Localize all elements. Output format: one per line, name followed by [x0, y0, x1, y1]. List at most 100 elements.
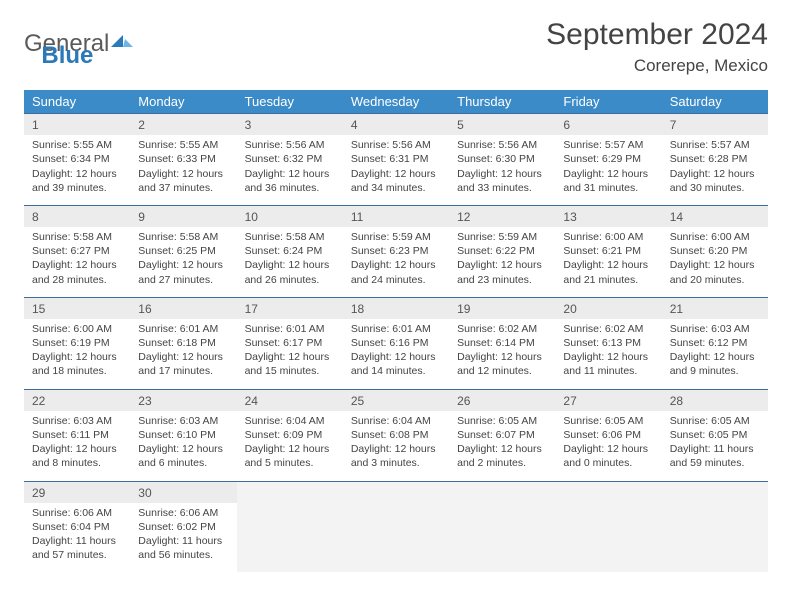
day-number-cell: 28 [662, 389, 768, 411]
sunset-text: Sunset: 6:07 PM [457, 428, 547, 442]
day-content-cell: Sunrise: 6:00 AMSunset: 6:19 PMDaylight:… [24, 319, 130, 389]
day-content-cell: Sunrise: 6:06 AMSunset: 6:04 PMDaylight:… [24, 503, 130, 573]
sunset-text: Sunset: 6:19 PM [32, 336, 122, 350]
daylight-text-1: Daylight: 12 hours [138, 442, 228, 456]
sunset-text: Sunset: 6:05 PM [670, 428, 760, 442]
daylight-text-1: Daylight: 12 hours [563, 350, 653, 364]
day-number-cell: 26 [449, 389, 555, 411]
sunrise-text: Sunrise: 6:01 AM [138, 322, 228, 336]
day-number-cell: 19 [449, 297, 555, 319]
daylight-text-1: Daylight: 12 hours [457, 167, 547, 181]
day-number-cell [343, 481, 449, 503]
sunrise-text: Sunrise: 6:06 AM [32, 506, 122, 520]
daylight-text-2: and 34 minutes. [351, 181, 441, 195]
daynum-row: 2930 [24, 481, 768, 503]
daylight-text-1: Daylight: 12 hours [563, 442, 653, 456]
day-content-cell [555, 503, 661, 573]
daylight-text-1: Daylight: 12 hours [670, 167, 760, 181]
daylight-text-2: and 3 minutes. [351, 456, 441, 470]
day-number-cell: 17 [237, 297, 343, 319]
title-block: September 2024 Corerepe, Mexico [546, 18, 768, 86]
daylight-text-2: and 18 minutes. [32, 364, 122, 378]
daylight-text-1: Daylight: 12 hours [457, 258, 547, 272]
sunrise-text: Sunrise: 5:59 AM [351, 230, 441, 244]
day-content-cell: Sunrise: 6:04 AMSunset: 6:08 PMDaylight:… [343, 411, 449, 481]
daylight-text-1: Daylight: 12 hours [32, 442, 122, 456]
sunrise-text: Sunrise: 6:00 AM [32, 322, 122, 336]
daylight-text-2: and 26 minutes. [245, 273, 335, 287]
calendar-table: Sunday Monday Tuesday Wednesday Thursday… [24, 90, 768, 572]
day-content-cell: Sunrise: 5:56 AMSunset: 6:32 PMDaylight:… [237, 135, 343, 205]
day-number-cell: 5 [449, 114, 555, 136]
sunrise-text: Sunrise: 5:57 AM [563, 138, 653, 152]
day-content-cell: Sunrise: 5:57 AMSunset: 6:28 PMDaylight:… [662, 135, 768, 205]
sunset-text: Sunset: 6:02 PM [138, 520, 228, 534]
daylight-text-1: Daylight: 12 hours [32, 258, 122, 272]
day-number-cell: 24 [237, 389, 343, 411]
header: General Blue September 2024 Corerepe, Me… [24, 18, 768, 86]
daylight-text-1: Daylight: 12 hours [351, 167, 441, 181]
sunrise-text: Sunrise: 6:03 AM [138, 414, 228, 428]
sunset-text: Sunset: 6:22 PM [457, 244, 547, 258]
daylight-text-2: and 39 minutes. [32, 181, 122, 195]
day-number-cell: 2 [130, 114, 236, 136]
daylight-text-2: and 28 minutes. [32, 273, 122, 287]
sunrise-text: Sunrise: 6:05 AM [457, 414, 547, 428]
daylight-text-1: Daylight: 12 hours [351, 350, 441, 364]
day-number-cell: 20 [555, 297, 661, 319]
weekday-header: Monday [130, 90, 236, 114]
sunrise-text: Sunrise: 6:03 AM [670, 322, 760, 336]
day-content-cell: Sunrise: 5:55 AMSunset: 6:34 PMDaylight:… [24, 135, 130, 205]
day-content-cell: Sunrise: 5:55 AMSunset: 6:33 PMDaylight:… [130, 135, 236, 205]
logo-icon [111, 30, 133, 58]
content-row: Sunrise: 6:06 AMSunset: 6:04 PM Daylight:… [24, 503, 768, 573]
sunset-text: Sunset: 6:13 PM [563, 336, 653, 350]
daylight-text-2: and 30 minutes. [670, 181, 760, 195]
daylight-text-1: Daylight: 12 hours [670, 350, 760, 364]
day-number-cell: 29 [24, 481, 130, 503]
day-content-cell: Sunrise: 6:01 AMSunset: 6:17 PMDaylight:… [237, 319, 343, 389]
location: Corerepe, Mexico [546, 56, 768, 76]
sunset-text: Sunset: 6:04 PM [32, 520, 122, 534]
sunset-text: Sunset: 6:12 PM [670, 336, 760, 350]
day-content-cell: Sunrise: 6:04 AMSunset: 6:09 PMDaylight:… [237, 411, 343, 481]
content-row: Sunrise: 6:00 AMSunset: 6:19 PM Daylight:… [24, 319, 768, 389]
daylight-text-2: and 12 minutes. [457, 364, 547, 378]
daylight-text-1: Daylight: 12 hours [245, 258, 335, 272]
day-content-cell: Sunrise: 6:01 AMSunset: 6:16 PMDaylight:… [343, 319, 449, 389]
day-number-cell: 21 [662, 297, 768, 319]
sunrise-text: Sunrise: 6:01 AM [245, 322, 335, 336]
sunset-text: Sunset: 6:20 PM [670, 244, 760, 258]
daynum-row: 15161718192021 [24, 297, 768, 319]
sunset-text: Sunset: 6:06 PM [563, 428, 653, 442]
sunset-text: Sunset: 6:21 PM [563, 244, 653, 258]
weekday-header-row: Sunday Monday Tuesday Wednesday Thursday… [24, 90, 768, 114]
day-content-cell: Sunrise: 5:58 AMSunset: 6:25 PMDaylight:… [130, 227, 236, 297]
sunset-text: Sunset: 6:30 PM [457, 152, 547, 166]
daylight-text-1: Daylight: 11 hours [138, 534, 228, 548]
sunset-text: Sunset: 6:18 PM [138, 336, 228, 350]
daylight-text-1: Daylight: 12 hours [457, 350, 547, 364]
sunrise-text: Sunrise: 5:58 AM [245, 230, 335, 244]
daylight-text-2: and 6 minutes. [138, 456, 228, 470]
daylight-text-2: and 27 minutes. [138, 273, 228, 287]
sunrise-text: Sunrise: 6:05 AM [670, 414, 760, 428]
day-number-cell: 13 [555, 205, 661, 227]
daylight-text-2: and 21 minutes. [563, 273, 653, 287]
daylight-text-2: and 31 minutes. [563, 181, 653, 195]
daylight-text-2: and 9 minutes. [670, 364, 760, 378]
sunrise-text: Sunrise: 6:02 AM [563, 322, 653, 336]
day-number-cell: 3 [237, 114, 343, 136]
sunrise-text: Sunrise: 5:56 AM [457, 138, 547, 152]
day-number-cell: 22 [24, 389, 130, 411]
day-content-cell: Sunrise: 6:05 AMSunset: 6:07 PMDaylight:… [449, 411, 555, 481]
day-content-cell: Sunrise: 6:03 AMSunset: 6:12 PMDaylight:… [662, 319, 768, 389]
day-content-cell: Sunrise: 6:03 AMSunset: 6:10 PMDaylight:… [130, 411, 236, 481]
sunrise-text: Sunrise: 6:03 AM [32, 414, 122, 428]
day-number-cell: 4 [343, 114, 449, 136]
weekday-header: Wednesday [343, 90, 449, 114]
day-number-cell: 8 [24, 205, 130, 227]
daylight-text-1: Daylight: 12 hours [457, 442, 547, 456]
daylight-text-2: and 56 minutes. [138, 548, 228, 562]
daylight-text-2: and 24 minutes. [351, 273, 441, 287]
